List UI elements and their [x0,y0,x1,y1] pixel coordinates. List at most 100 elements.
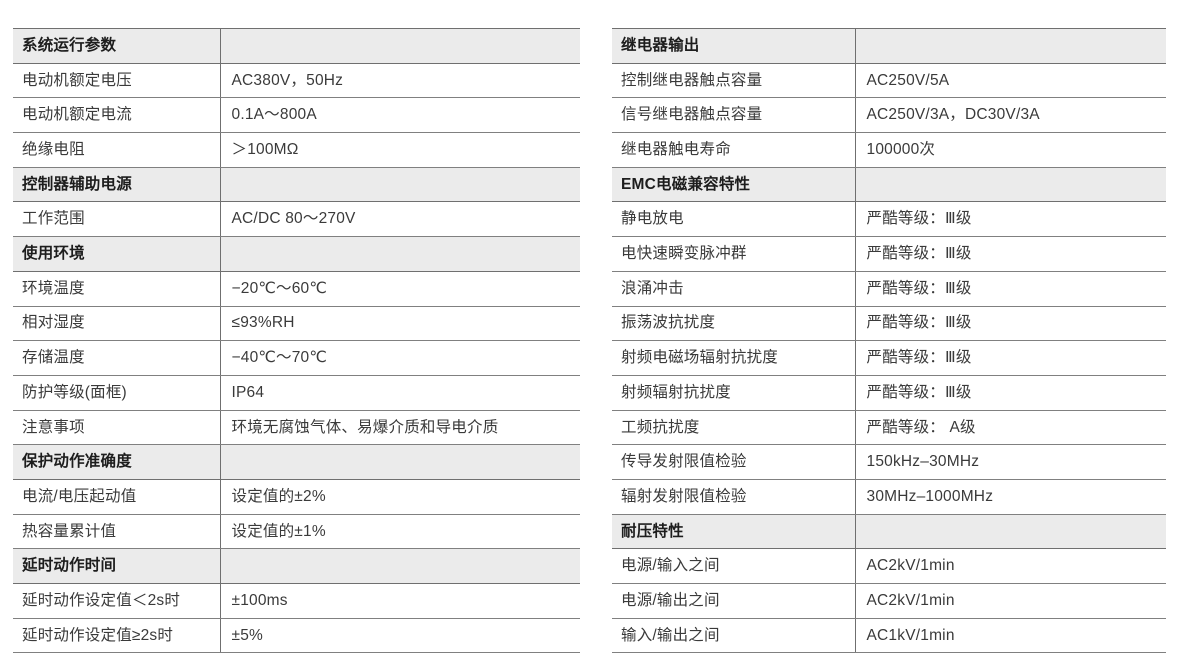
section-title: 耐压特性 [612,513,856,550]
section-header-row: 耐压特性 [612,513,1166,550]
table-row: 辐射发射限值检验 30MHz–1000MHz [612,478,1166,515]
parameter-name: 电动机额定电压 [13,62,221,99]
section-header-row: 控制器辅助电源 [13,166,580,203]
parameter-value: AC250V/3A，DC30V/3A [855,97,1166,134]
right-spec-table: 继电器输出 控制继电器触点容量 AC250V/5A 信号继电器触点容量 AC250V/3… [612,28,1166,653]
parameter-value [855,166,1166,203]
parameter-value: 严酷等级：Ⅲ级 [855,236,1166,272]
section-header-row: 系统运行参数 [13,28,580,64]
parameter-value: 严酷等级：Ⅲ级 [855,201,1166,238]
parameter-name: 静电放电 [612,201,856,238]
parameter-value: 严酷等级：Ⅲ级 [855,305,1166,342]
parameter-name: 环境温度 [13,270,221,307]
section-title: 保护动作准确度 [13,444,221,480]
table-row: 绝缘电阻 ＞100MΩ [13,132,580,168]
table-row: 电快速瞬变脉冲群 严酷等级：Ⅲ级 [612,236,1166,272]
parameter-name: 传导发射限值检验 [612,444,856,480]
parameter-value: AC/DC 80～270V [220,201,580,238]
table-row: 延时动作设定值≥2s时 ±5% [13,617,580,653]
table-row: 射频辐射抗扰度 严酷等级：Ⅲ级 [612,374,1166,411]
parameter-value [220,444,580,480]
parameter-value: 严酷等级：Ⅲ级 [855,340,1166,376]
table-row: 环境温度 −20℃～60℃ [13,270,580,307]
parameter-value [220,236,580,272]
table-row: 热容量累计值 设定值的±1% [13,513,580,550]
parameter-value [220,28,580,64]
parameter-value: ＞100MΩ [220,132,580,168]
parameter-name: 电动机额定电流 [13,97,221,134]
parameter-value: AC250V/5A [855,62,1166,99]
parameter-value: 30MHz–1000MHz [855,478,1166,515]
table-row: 工作范围 AC/DC 80～270V [13,201,580,238]
table-row: 电动机额定电压 AC380V，50Hz [13,62,580,99]
parameter-value: ±100ms [220,583,580,619]
parameter-name: 存储温度 [13,340,221,376]
left-spec-table-body: 系统运行参数 电动机额定电压 AC380V，50Hz 电动机额定电流 0.1A～800A… [13,28,580,653]
parameter-name: 电快速瞬变脉冲群 [612,236,856,272]
table-row: 电源/输入之间 AC2kV/1min [612,548,1166,584]
table-row: 电动机额定电流 0.1A～800A [13,97,580,134]
section-header-row: 保护动作准确度 [13,444,580,480]
parameter-name: 继电器触电寿命 [612,132,856,168]
parameter-value: AC1kV/1min [855,617,1166,653]
parameter-name: 热容量累计值 [13,513,221,550]
section-header-row: 使用环境 [13,236,580,272]
parameter-value: −20℃～60℃ [220,270,580,307]
table-row: 相对湿度 ≤93%RH [13,305,580,342]
parameter-name: 电源/输入之间 [612,548,856,584]
parameter-name: 工频抗扰度 [612,409,856,446]
table-row: 射频电磁场辐射抗扰度 严酷等级：Ⅲ级 [612,340,1166,376]
parameter-name: 工作范围 [13,201,221,238]
parameter-value: 150kHz–30MHz [855,444,1166,480]
parameter-value: 严酷等级：Ⅲ级 [855,374,1166,411]
table-row: 控制继电器触点容量 AC250V/5A [612,62,1166,99]
parameter-name: 射频辐射抗扰度 [612,374,856,411]
parameter-name: 电源/输出之间 [612,583,856,619]
parameter-value [855,28,1166,64]
parameter-value: ±5% [220,617,580,653]
table-row: 延时动作设定值＜2s时 ±100ms [13,583,580,619]
parameter-value [220,548,580,584]
table-row: 输入/输出之间 AC1kV/1min [612,617,1166,653]
parameter-name: 电流/电压起动值 [13,478,221,515]
section-header-row: 延时动作时间 [13,548,580,584]
parameter-value: AC2kV/1min [855,548,1166,584]
table-row: 振荡波抗扰度 严酷等级：Ⅲ级 [612,305,1166,342]
table-row: 防护等级(面框) IP64 [13,374,580,411]
parameter-value [855,513,1166,550]
section-header-row: 继电器输出 [612,28,1166,64]
parameter-name: 射频电磁场辐射抗扰度 [612,340,856,376]
parameter-value: 设定值的±1% [220,513,580,550]
table-row: 注意事项 环境无腐蚀气体、易爆介质和导电介质 [13,409,580,446]
table-row: 浪涌冲击 严酷等级：Ⅲ级 [612,270,1166,307]
parameter-value: AC380V，50Hz [220,62,580,99]
section-title: 系统运行参数 [13,28,221,64]
parameter-name: 注意事项 [13,409,221,446]
page-root: 系统运行参数 电动机额定电压 AC380V，50Hz 电动机额定电流 0.1A～800A… [13,28,1166,653]
parameter-name: 控制继电器触点容量 [612,62,856,99]
table-row: 继电器触电寿命 100000次 [612,132,1166,168]
parameter-value: 0.1A～800A [220,97,580,134]
parameter-value: 严酷等级：Ⅲ级 [855,270,1166,307]
table-row: 电流/电压起动值 设定值的±2% [13,478,580,515]
left-spec-table: 系统运行参数 电动机额定电压 AC380V，50Hz 电动机额定电流 0.1A～800A… [13,28,580,653]
parameter-name: 浪涌冲击 [612,270,856,307]
table-row: 电源/输出之间 AC2kV/1min [612,583,1166,619]
section-title: 控制器辅助电源 [13,166,221,203]
parameter-value: −40℃～70℃ [220,340,580,376]
right-spec-table-body: 继电器输出 控制继电器触点容量 AC250V/5A 信号继电器触点容量 AC250V/3… [612,28,1166,653]
table-row: 存储温度 −40℃～70℃ [13,340,580,376]
parameter-value: 严酷等级： A级 [855,409,1166,446]
parameter-value: 设定值的±2% [220,478,580,515]
section-title: 使用环境 [13,236,221,272]
table-row: 传导发射限值检验 150kHz–30MHz [612,444,1166,480]
table-row: 工频抗扰度 严酷等级： A级 [612,409,1166,446]
section-title: 继电器输出 [612,28,856,64]
parameter-value: AC2kV/1min [855,583,1166,619]
parameter-value: 100000次 [855,132,1166,168]
parameter-name: 绝缘电阻 [13,132,221,168]
section-title: 延时动作时间 [13,548,221,584]
section-header-row: EMC电磁兼容特性 [612,166,1166,203]
parameter-value: ≤93%RH [220,305,580,342]
parameter-name: 辐射发射限值检验 [612,478,856,515]
